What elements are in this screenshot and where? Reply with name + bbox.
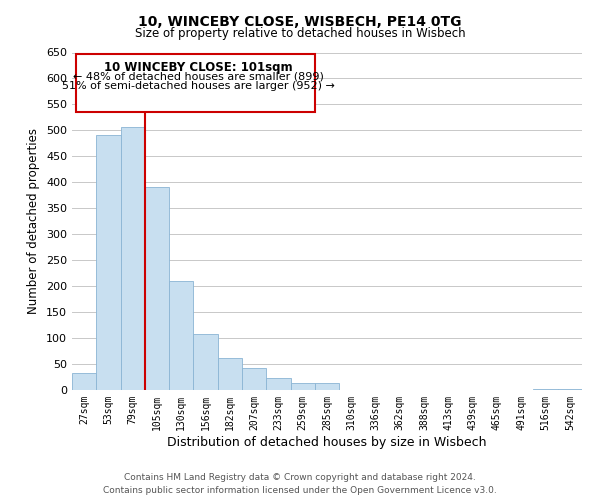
Bar [315,383,339,390]
Bar [96,134,121,390]
X-axis label: Distribution of detached houses by size in Wisbech: Distribution of detached houses by size … [167,436,487,448]
Bar [169,281,193,390]
Text: Contains public sector information licensed under the Open Government Licence v3: Contains public sector information licen… [103,486,497,495]
Text: 10, WINCEBY CLOSE, WISBECH, PE14 0TG: 10, WINCEBY CLOSE, WISBECH, PE14 0TG [138,15,462,29]
Text: ← 48% of detached houses are smaller (899): ← 48% of detached houses are smaller (89… [73,71,324,81]
Bar [145,188,169,390]
Text: Contains HM Land Registry data © Crown copyright and database right 2024.: Contains HM Land Registry data © Crown c… [124,472,476,482]
Text: 10 WINCEBY CLOSE: 101sqm: 10 WINCEBY CLOSE: 101sqm [104,62,293,74]
Text: 51% of semi-detached houses are larger (952) →: 51% of semi-detached houses are larger (… [62,80,335,90]
Bar [266,378,290,390]
Bar [121,126,145,390]
Bar [218,358,242,390]
Text: Size of property relative to detached houses in Wisbech: Size of property relative to detached ho… [134,28,466,40]
Bar [193,334,218,390]
Bar [290,382,315,390]
Y-axis label: Number of detached properties: Number of detached properties [28,128,40,314]
Bar [72,373,96,390]
Bar [242,368,266,390]
Bar [76,54,315,112]
